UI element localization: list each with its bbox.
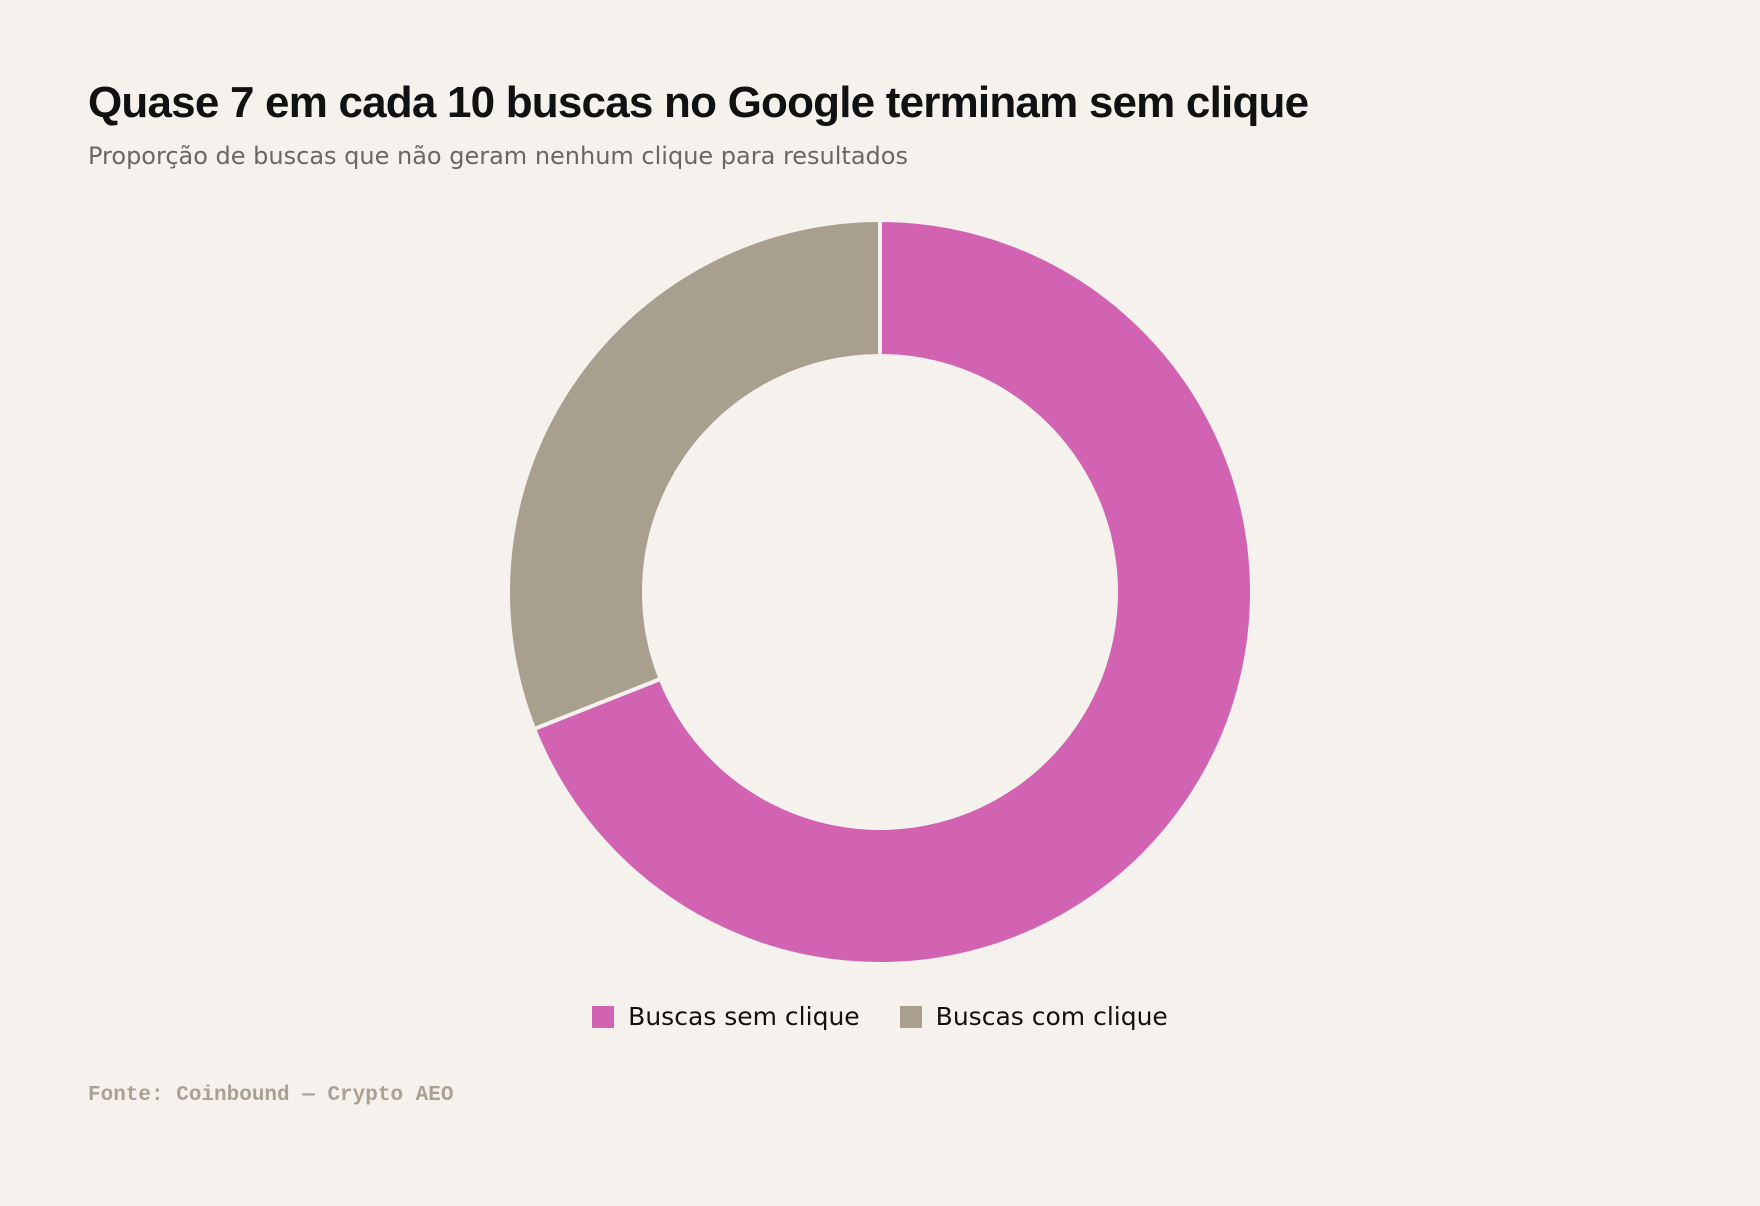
slice-com-clique	[506, 217, 882, 732]
slice-sem-clique	[531, 217, 1254, 966]
legend-item-com-clique: Buscas com clique	[899, 1002, 1168, 1031]
legend-swatch-com-clique	[899, 1005, 922, 1028]
chart-title: Quase 7 em cada 10 buscas no Google term…	[88, 78, 1309, 127]
legend-label-sem-clique: Buscas sem clique	[628, 1002, 860, 1031]
chart-subtitle: Proporção de buscas que não geram nenhum…	[88, 142, 908, 170]
donut-chart	[506, 217, 1254, 966]
chart-legend: Buscas sem clique Buscas com clique	[0, 1002, 1760, 1031]
legend-label-com-clique: Buscas com clique	[935, 1002, 1168, 1031]
source-note: Fonte: Coinbound — Crypto AEO	[88, 1084, 454, 1107]
legend-swatch-sem-clique	[592, 1005, 615, 1028]
legend-item-sem-clique: Buscas sem clique	[592, 1002, 860, 1031]
